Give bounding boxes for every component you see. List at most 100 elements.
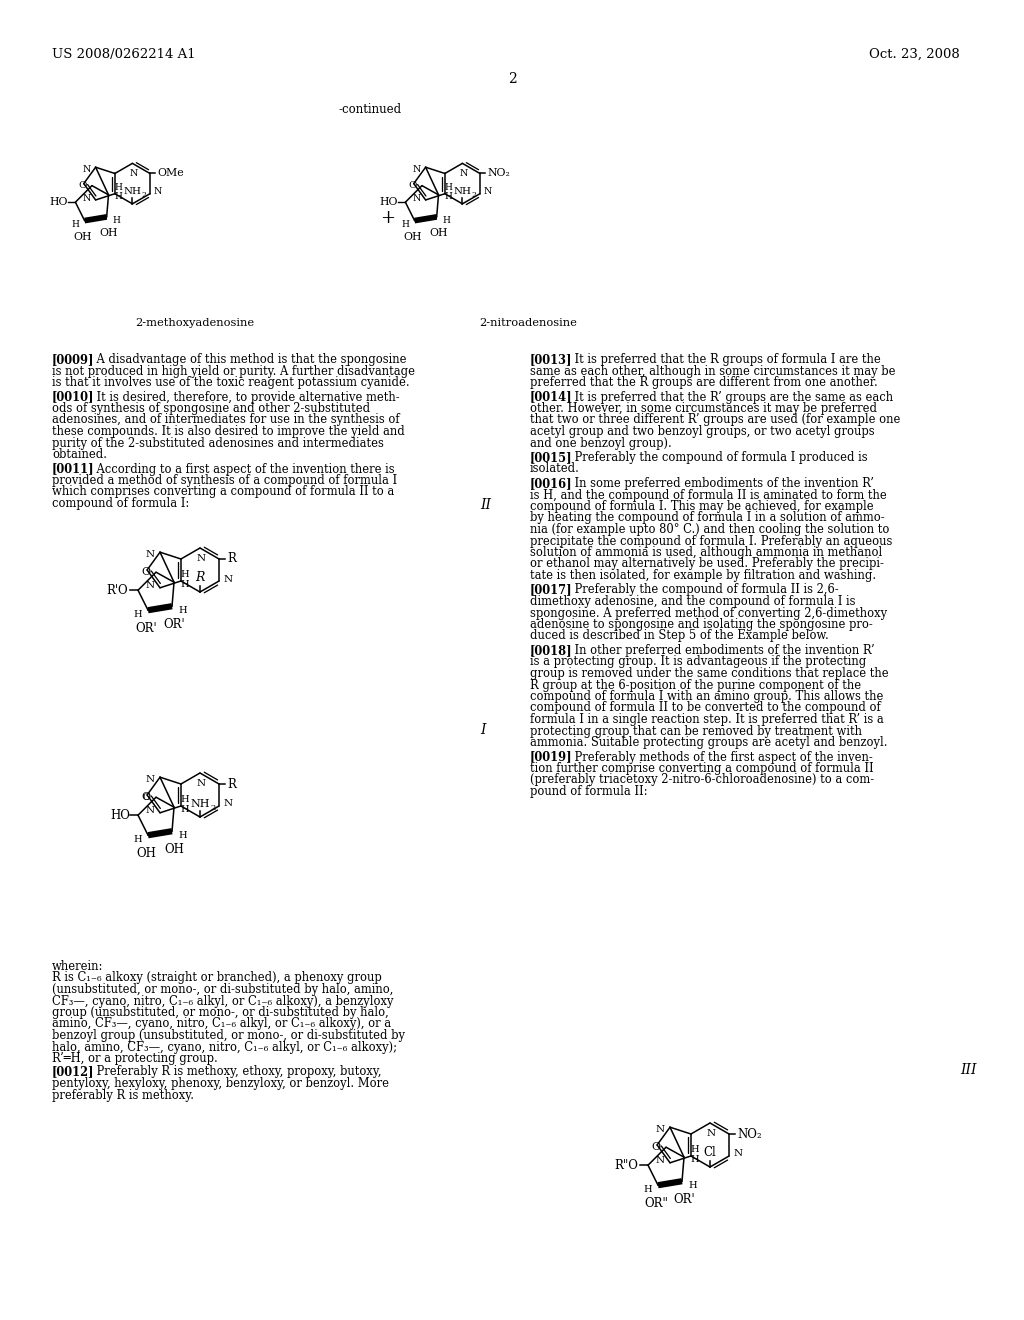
Text: N: N <box>145 581 155 590</box>
Text: OH: OH <box>74 231 92 242</box>
Text: purity of the 2-substituted adenosines and intermediates: purity of the 2-substituted adenosines a… <box>52 437 384 450</box>
Text: tate is then isolated, for example by filtration and washing.: tate is then isolated, for example by fi… <box>530 569 877 582</box>
Text: R: R <box>227 553 236 565</box>
Text: OH: OH <box>429 228 447 238</box>
Text: Oct. 23, 2008: Oct. 23, 2008 <box>869 48 961 61</box>
Text: III: III <box>961 1063 977 1077</box>
Text: N: N <box>707 1129 716 1138</box>
Text: R'O: R'O <box>106 583 128 597</box>
Text: which comprises converting a compound of formula II to a: which comprises converting a compound of… <box>52 486 394 499</box>
Text: H: H <box>178 606 186 615</box>
Text: H: H <box>180 570 188 578</box>
Text: duced is described in Step 5 of the Example below.: duced is described in Step 5 of the Exam… <box>530 630 828 643</box>
Text: is not produced in high yield or purity. A further disadvantage: is not produced in high yield or purity.… <box>52 364 415 378</box>
Text: nia (for example upto 80° C.) and then cooling the solution to: nia (for example upto 80° C.) and then c… <box>530 523 890 536</box>
Text: HO: HO <box>110 809 130 822</box>
Text: that two or three different R’ groups are used (for example one: that two or three different R’ groups ar… <box>530 413 900 426</box>
Text: NH: NH <box>190 799 210 809</box>
Text: adenosines, and of intermediates for use in the synthesis of: adenosines, and of intermediates for use… <box>52 413 399 426</box>
Text: H: H <box>690 1144 698 1154</box>
Text: O: O <box>78 181 86 190</box>
Text: same as each other, although in some circumstances it may be: same as each other, although in some cir… <box>530 364 896 378</box>
Text: H: H <box>113 216 120 226</box>
Text: N: N <box>129 169 137 178</box>
Text: O: O <box>651 1142 660 1152</box>
Text: adenosine to spongosine and isolating the spongosine pro-: adenosine to spongosine and isolating th… <box>530 618 872 631</box>
Text: provided a method of synthesis of a compound of formula I: provided a method of synthesis of a comp… <box>52 474 397 487</box>
Text: H: H <box>444 183 452 191</box>
Text: R"O: R"O <box>614 1159 638 1172</box>
Text: +: + <box>381 209 395 227</box>
Text: preferred that the R groups are different from one another.: preferred that the R groups are differen… <box>530 376 878 389</box>
Text: 2-methoxyadenosine: 2-methoxyadenosine <box>135 318 255 327</box>
Text: protecting group that can be removed by treatment with: protecting group that can be removed by … <box>530 725 862 738</box>
Text: by heating the compound of formula I in a solution of ammo-: by heating the compound of formula I in … <box>530 511 885 524</box>
Text: OR": OR" <box>644 1197 668 1210</box>
Text: R’═H, or a protecting group.: R’═H, or a protecting group. <box>52 1052 218 1065</box>
Text: N: N <box>733 1150 742 1159</box>
Text: and one benzoyl group).: and one benzoyl group). <box>530 437 672 450</box>
Text: OR': OR' <box>673 1193 695 1206</box>
Text: It is preferred that the R’ groups are the same as each: It is preferred that the R’ groups are t… <box>560 391 893 404</box>
Text: tion further comprise converting a compound of formula II: tion further comprise converting a compo… <box>530 762 873 775</box>
Text: R: R <box>227 777 236 791</box>
Text: C: C <box>142 793 150 801</box>
Text: H: H <box>133 610 142 619</box>
Text: [0015]: [0015] <box>530 451 572 465</box>
Text: OH: OH <box>164 843 184 857</box>
Text: is that it involves use of the toxic reagent potassium cyanide.: is that it involves use of the toxic rea… <box>52 376 410 389</box>
Text: I: I <box>480 723 485 737</box>
Text: H: H <box>114 193 122 201</box>
Text: OH: OH <box>99 228 118 238</box>
Text: N: N <box>223 800 232 808</box>
Text: Preferably methods of the first aspect of the inven-: Preferably methods of the first aspect o… <box>560 751 872 763</box>
Text: compound of formula I. This may be achieved, for example: compound of formula I. This may be achie… <box>530 500 873 513</box>
Text: OMe: OMe <box>158 169 184 178</box>
Text: N: N <box>223 574 232 583</box>
Text: pound of formula II:: pound of formula II: <box>530 785 647 799</box>
Text: obtained.: obtained. <box>52 447 106 461</box>
Text: It is desired, therefore, to provide alternative meth-: It is desired, therefore, to provide alt… <box>82 391 399 404</box>
Text: preferably R is methoxy.: preferably R is methoxy. <box>52 1089 194 1101</box>
Text: is a protecting group. It is advantageous if the protecting: is a protecting group. It is advantageou… <box>530 656 866 668</box>
Text: is H, and the compound of formula II is aminated to form the: is H, and the compound of formula II is … <box>530 488 887 502</box>
Text: OH: OH <box>136 847 156 861</box>
Text: O: O <box>408 181 417 190</box>
Text: formula I in a single reaction step. It is preferred that R’ is a: formula I in a single reaction step. It … <box>530 713 884 726</box>
Text: N: N <box>83 165 91 173</box>
Text: N: N <box>145 775 155 784</box>
Text: N: N <box>83 194 91 203</box>
Text: NH: NH <box>454 187 471 197</box>
Text: spongosine. A preferred method of converting 2,6-dimethoxy: spongosine. A preferred method of conver… <box>530 606 887 619</box>
Text: H: H <box>180 579 188 589</box>
Text: Cl: Cl <box>703 1146 717 1159</box>
Text: N: N <box>197 554 206 564</box>
Text: HO: HO <box>380 197 398 207</box>
Text: N: N <box>483 187 492 197</box>
Text: (preferably triacetoxy 2-nitro-6-chloroadenosine) to a com-: (preferably triacetoxy 2-nitro-6-chloroa… <box>530 774 874 787</box>
Text: CF₃—, cyano, nitro, C₁₋₆ alkyl, or C₁₋₆ alkoxy), a benzyloxy: CF₃—, cyano, nitro, C₁₋₆ alkyl, or C₁₋₆ … <box>52 994 393 1007</box>
Text: OR': OR' <box>135 622 157 635</box>
Text: ammonia. Suitable protecting groups are acetyl and benzoyl.: ammonia. Suitable protecting groups are … <box>530 737 888 748</box>
Text: amino, CF₃—, cyano, nitro, C₁₋₆ alkyl, or C₁₋₆ alkoxy), or a: amino, CF₃—, cyano, nitro, C₁₋₆ alkyl, o… <box>52 1018 391 1031</box>
Text: H: H <box>690 1155 698 1164</box>
Text: H: H <box>72 219 79 228</box>
Text: 2: 2 <box>141 191 146 199</box>
Text: 2: 2 <box>472 191 476 199</box>
Text: group (unsubstituted, or mono-, or di-substituted by halo,: group (unsubstituted, or mono-, or di-su… <box>52 1006 389 1019</box>
Text: R group at the 6-position of the purine component of the: R group at the 6-position of the purine … <box>530 678 861 692</box>
Text: H: H <box>180 805 188 813</box>
Text: US 2008/0262214 A1: US 2008/0262214 A1 <box>52 48 196 61</box>
Text: [0016]: [0016] <box>530 477 572 490</box>
Text: NO₂: NO₂ <box>737 1127 762 1140</box>
Text: OR': OR' <box>163 618 185 631</box>
Text: acetyl group and two benzoyl groups, or two acetyl groups: acetyl group and two benzoyl groups, or … <box>530 425 874 438</box>
Text: N: N <box>145 549 155 558</box>
Text: NH: NH <box>124 187 141 197</box>
Text: [0019]: [0019] <box>530 751 572 763</box>
Text: H: H <box>178 830 186 840</box>
Text: N: N <box>145 807 155 816</box>
Text: Preferably the compound of formula I produced is: Preferably the compound of formula I pro… <box>560 451 867 465</box>
Text: A disadvantage of this method is that the spongosine: A disadvantage of this method is that th… <box>82 352 407 366</box>
Text: OH: OH <box>403 231 422 242</box>
